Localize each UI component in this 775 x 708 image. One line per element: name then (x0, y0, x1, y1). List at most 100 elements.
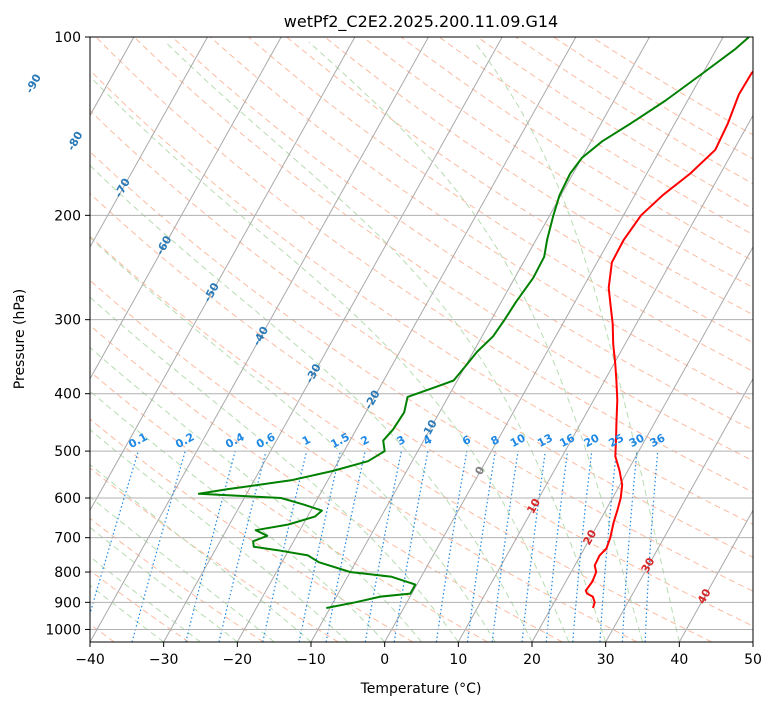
y-tick-label: 600 (54, 491, 81, 507)
dry-adiabat-line (248, 37, 753, 372)
isotherm-label: 40 (695, 586, 714, 606)
x-tick-label: 30 (597, 652, 615, 668)
y-tick-label: 300 (54, 313, 81, 329)
mixing-ratio-line (466, 450, 496, 642)
y-tick-label: 100 (54, 30, 81, 46)
x-tick-label: −30 (149, 652, 179, 668)
y-tick-label: 500 (54, 444, 81, 460)
mixing-ratio-label: 8 (489, 433, 502, 448)
moist-adiabat-line (90, 584, 165, 642)
moist-adiabat-line (90, 526, 238, 642)
mixing-ratio-label: 2 (359, 433, 372, 448)
isotherm-label: -60 (153, 233, 174, 257)
dry-adiabat-line (90, 279, 638, 642)
y-tick-label: 200 (54, 208, 81, 224)
x-tick-label: 20 (523, 652, 541, 668)
isotherm-line (531, 245, 753, 642)
dewpoint-line (197, 37, 750, 609)
temperature-line (584, 70, 753, 609)
moist-adiabat-line (90, 429, 349, 642)
mixing-ratio-line (325, 450, 366, 642)
isotherm-line (678, 509, 753, 642)
mixing-ratio-label: 0.4 (223, 430, 247, 451)
x-tick-label: 40 (670, 652, 688, 668)
mixing-ratio-label: 0.2 (173, 430, 196, 451)
mixing-ratio-label: 0.6 (254, 430, 278, 451)
mixing-ratio-line (545, 451, 569, 642)
mixing-ratio-line (218, 450, 267, 642)
x-tick-label: −10 (296, 652, 326, 668)
isotherm-line (0, 37, 60, 642)
x-tick-label: −40 (75, 652, 105, 668)
mixing-ratio-line (521, 451, 546, 642)
isotherm-label: -80 (65, 129, 86, 153)
moist-adiabat-line (474, 41, 680, 642)
y-tick-label: 1000 (45, 622, 81, 638)
mixing-ratio-label: 1.5 (329, 430, 352, 451)
isotherm-label: -40 (250, 324, 271, 348)
moist-adiabat-line (90, 164, 533, 642)
mixing-ratio-label: 30 (627, 431, 647, 450)
moist-adiabat-line (90, 75, 570, 642)
dry-adiabat-line (90, 324, 563, 642)
dry-adiabat-line (90, 517, 264, 642)
sounding-profiles (197, 37, 753, 609)
x-axis-label: Temperature (°C) (360, 681, 482, 697)
dry-adiabat-line (90, 370, 488, 642)
mixing-ratio-label: 36 (648, 431, 668, 450)
moist-adiabat-line (308, 41, 643, 642)
isotherm-line (310, 37, 650, 642)
mixing-ratio-label: 6 (460, 433, 473, 448)
x-tick-label: 50 (744, 652, 762, 668)
isotherm-line (236, 37, 577, 642)
isotherm-line (457, 114, 753, 642)
background-lines (0, 37, 753, 642)
moist-adiabat-line (90, 496, 275, 642)
mixing-ratio-label: 0.1 (126, 430, 149, 451)
dry-adiabat-line (400, 37, 753, 262)
plot-frame (89, 36, 754, 643)
dry-adiabat-line (90, 192, 753, 627)
mixing-ratio-label: 13 (535, 431, 555, 450)
isotherm-line (90, 37, 356, 512)
dry-adiabat-line (286, 37, 753, 344)
isotherm-label: -20 (362, 388, 383, 412)
dry-adiabat-line (90, 109, 753, 558)
moist-adiabat-line (90, 236, 496, 642)
isotherm-label: -30 (303, 361, 324, 385)
mixing-ratio-line (90, 450, 139, 616)
isotherm-label: -90 (23, 72, 44, 96)
y-tick-label: 400 (54, 387, 81, 403)
moist-adiabat-line (90, 556, 201, 642)
dry-adiabat-line (90, 235, 712, 642)
y-tick-label: 900 (54, 595, 81, 611)
mixing-ratio-label: 25 (606, 431, 626, 450)
moist-adiabat-line (90, 463, 312, 642)
line-annotations: -100-90-80-70-60-50-40-30-20-10010203040… (23, 72, 714, 607)
mixing-ratio-line (298, 450, 341, 642)
x-tick-label: 10 (449, 652, 467, 668)
isotherm-label: -50 (201, 280, 222, 304)
dry-adiabat-line (324, 37, 753, 316)
mixing-ratio-line (491, 451, 519, 642)
dry-adiabat-line (210, 37, 753, 401)
isotherm-line (605, 377, 753, 642)
moist-adiabat-line (90, 296, 459, 642)
isotherm-line (90, 37, 208, 249)
x-tick-label: 0 (380, 652, 389, 668)
mixing-ratio-line (364, 450, 402, 642)
isotherm-line (752, 640, 753, 642)
mixing-ratio-line (435, 450, 468, 642)
pressure-gridlines (90, 37, 753, 630)
y-axis-ticks: 100 200 300 400 500 600 700 800 900 1000 (45, 30, 90, 638)
isotherm-label: -70 (112, 176, 133, 200)
mixing-ratio-label: 10 (508, 431, 528, 450)
dry-adiabat-line (90, 69, 753, 525)
mixing-ratio-line (644, 451, 659, 642)
dry-adiabat-line (362, 37, 753, 289)
mixing-ratio-line (599, 451, 618, 642)
mixing-ratio-label: 1 (300, 433, 313, 448)
chart-title: wetPf2_C2E2.2025.200.11.09.G14 (284, 12, 558, 32)
y-axis-label: Pressure (hPa) (12, 289, 28, 389)
